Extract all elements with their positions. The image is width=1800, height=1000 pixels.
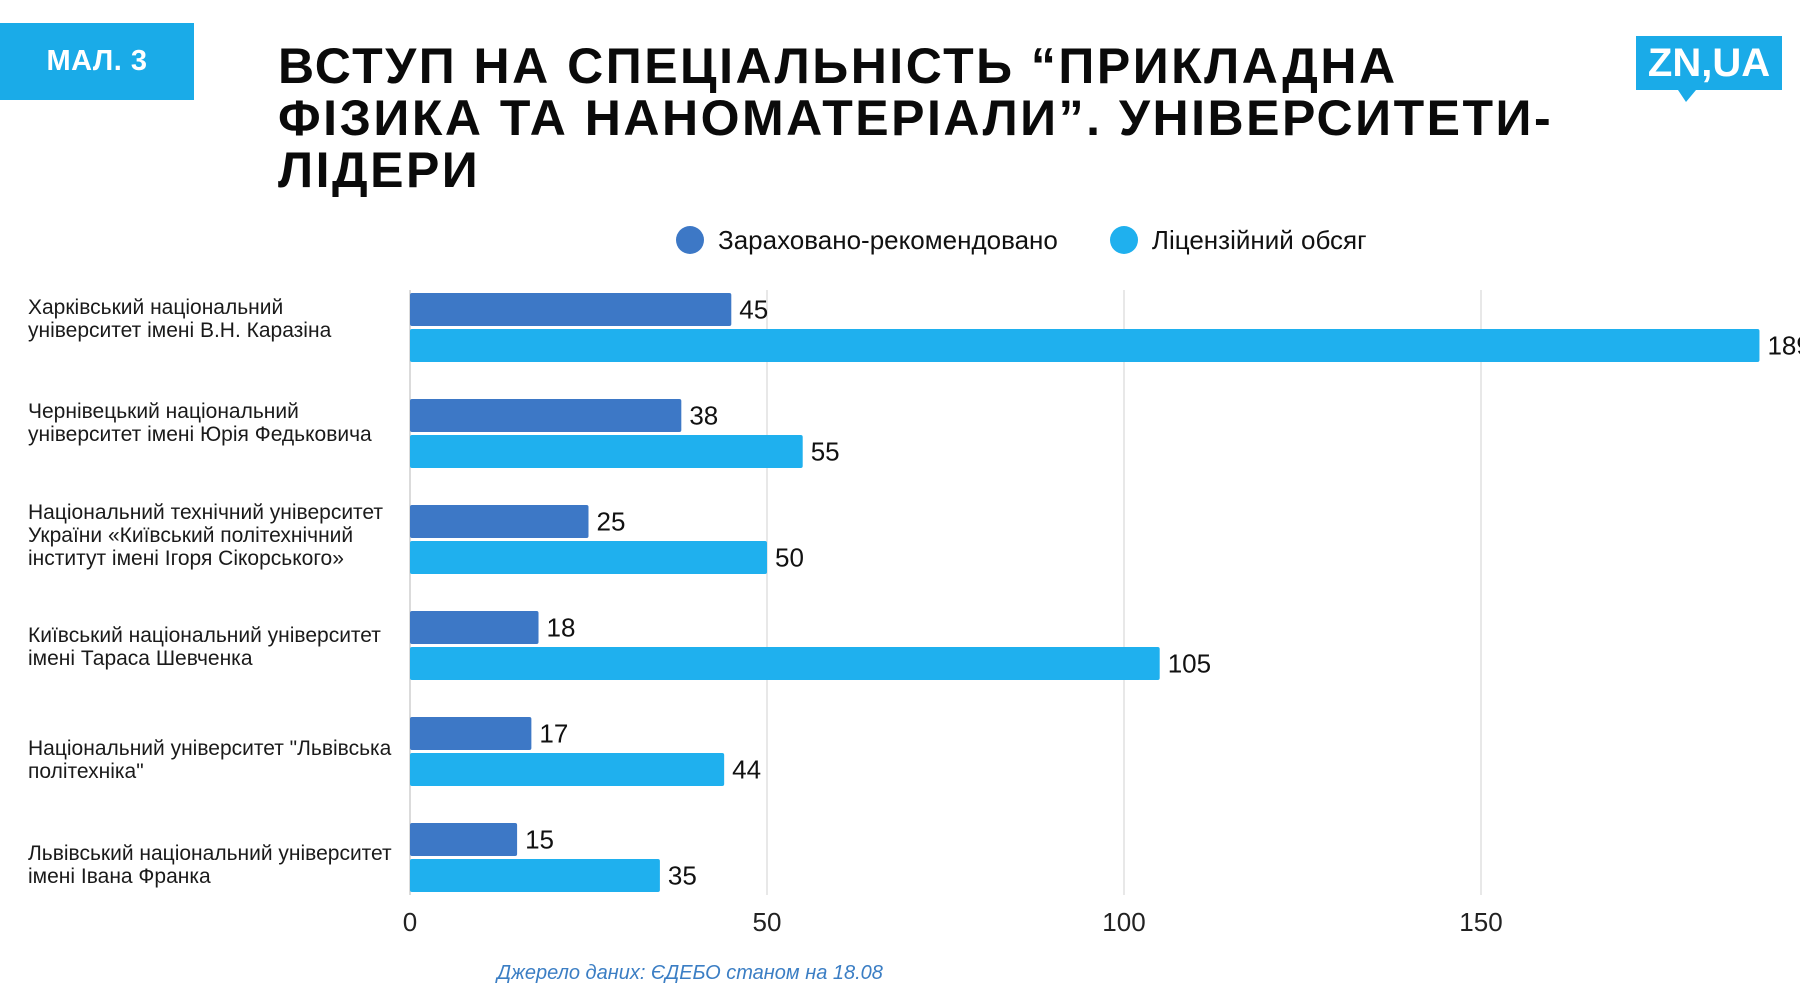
legend-swatch-licensed [1109,226,1138,254]
bar-value-label: 55 [811,437,840,467]
logo-text: ZN,UA [1648,41,1770,85]
legend-item-enrolled: Зараховано-рекомендовано [676,225,1058,256]
bar-value-label: 17 [539,719,568,749]
x-tick-label: 150 [1459,907,1502,937]
bar-value-label: 35 [668,861,697,891]
figure-badge: МАЛ. 3 [0,23,194,100]
bar-enrolled [410,293,732,326]
x-tick-label: 50 [753,907,782,937]
bar-licensed [410,435,803,468]
bar-licensed [410,541,767,574]
category-label-knu: Київський національний університет імені… [28,624,381,670]
legend-label-licensed: Ліцензійний обсяг [1151,224,1367,255]
bar-value-label: 189 [1767,331,1800,361]
bar-value-label: 45 [739,295,768,325]
bar-value-label: 44 [732,755,761,785]
bar-enrolled [410,823,518,856]
bar-licensed [410,647,1160,680]
bar-value-label: 50 [775,543,804,573]
bar-value-label: 15 [525,825,554,855]
bar-value-label: 38 [689,401,718,431]
bar-enrolled [410,399,682,432]
category-label-kharkiv: Харківський національний університет іме… [28,296,332,342]
category-label-chernivtsi: Чернівецький національний університет ім… [28,400,372,446]
chart-legend: Зараховано-рекомендовано Ліцензійний обс… [676,222,1367,258]
bar-enrolled [410,717,532,750]
category-label-lviv-polytechnic: Національний університет "Львівська полі… [28,737,392,783]
bar-value-label: 105 [1168,649,1211,679]
x-tick-label: 100 [1102,907,1145,937]
legend-item-licensed: Ліцензійний обсяг [1109,224,1367,256]
bar-licensed [410,753,725,786]
source-note: Джерело даних: ЄДЕБО станом на 18.08 [497,962,883,984]
x-tick-label: 0 [403,907,417,937]
zn-ua-logo[interactable]: ZN,UA [1636,36,1782,106]
legend-label-enrolled: Зараховано-рекомендовано [718,224,1058,255]
bar-licensed [410,859,660,892]
category-label-kpi: Національний технічний університет Украї… [28,501,384,570]
bar-value-label: 25 [597,507,626,537]
chart-title: ВСТУП НА СПЕЦІАЛЬНІСТЬ “ПРИКЛАДНА ФІЗИКА… [278,38,1554,198]
bar-enrolled [410,611,539,644]
bar-licensed [410,329,1760,362]
bar-value-label: 18 [547,613,576,643]
legend-swatch-enrolled [676,226,704,254]
bar-enrolled [410,505,589,538]
category-label-lnu: Львівський національний університет імен… [28,842,392,888]
